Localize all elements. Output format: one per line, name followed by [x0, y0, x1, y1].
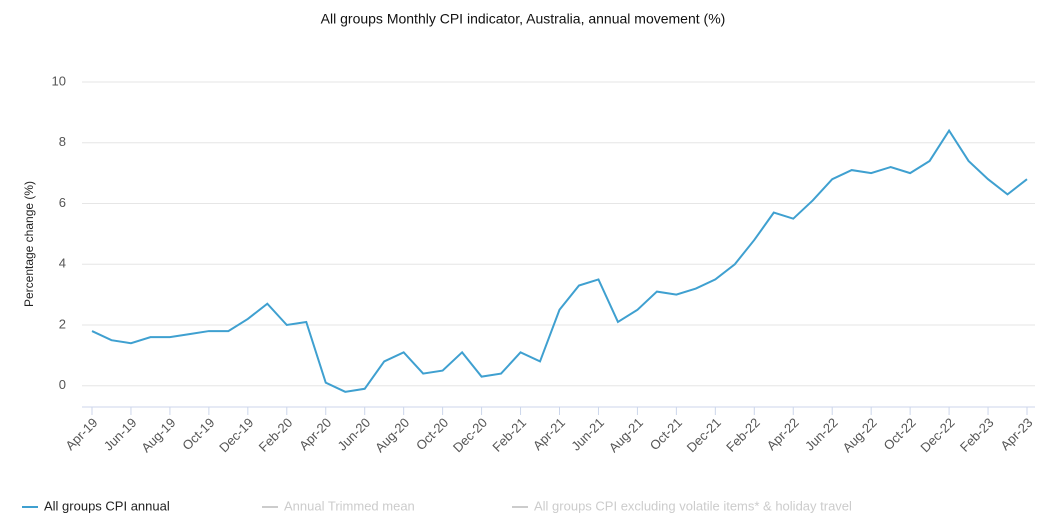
legend-item[interactable]: All groups CPI annual [22, 498, 170, 513]
chart-title: All groups Monthly CPI indicator, Austra… [321, 11, 726, 27]
x-tick-label: Feb-21 [489, 415, 529, 455]
x-tick-label: Dec-19 [216, 415, 256, 455]
y-tick-label: 8 [59, 134, 66, 149]
x-tick-label: Feb-20 [256, 415, 296, 455]
x-tick-label: Jun-19 [101, 415, 140, 454]
x-tick-label: Aug-22 [839, 415, 879, 455]
legend-item[interactable]: Annual Trimmed mean [262, 498, 415, 513]
line-series [91, 128, 1028, 393]
x-tick-label: Oct-20 [413, 415, 451, 453]
legend-label: All groups CPI annual [44, 498, 170, 513]
x-tick-label: Feb-22 [723, 415, 763, 455]
x-tick-label: Apr-20 [296, 415, 334, 453]
x-tick-label: Oct-19 [179, 415, 217, 453]
x-tick-label: Jun-20 [335, 415, 374, 454]
y-tick-label: 6 [59, 195, 66, 210]
y-tick-label: 2 [59, 316, 66, 331]
x-tick-label: Dec-20 [450, 415, 490, 455]
x-tick-label: Jun-21 [568, 415, 607, 454]
x-tick-label: Dec-21 [684, 415, 724, 455]
x-tick-label: Dec-22 [917, 415, 957, 455]
x-tick-label: Oct-21 [647, 415, 685, 453]
x-tick-label: Apr-21 [530, 415, 568, 453]
y-tick-label: 0 [59, 377, 66, 392]
x-tick-label: Apr-22 [764, 415, 802, 453]
y-tick-label: 4 [59, 256, 66, 271]
x-tick-label: Oct-22 [880, 415, 918, 453]
x-tick-label: Aug-20 [372, 415, 412, 455]
y-tick-label: 10 [52, 73, 66, 88]
x-tick-label: Aug-21 [606, 415, 646, 455]
x-tick-label: Jun-22 [802, 415, 841, 454]
x-tick-label: Feb-23 [957, 415, 997, 455]
x-tick-label: Apr-23 [997, 415, 1035, 453]
legend-label: All groups CPI excluding volatile items*… [534, 498, 852, 513]
legend-label: Annual Trimmed mean [284, 498, 415, 513]
legend-item[interactable]: All groups CPI excluding volatile items*… [512, 498, 852, 513]
x-tick-label: Apr-19 [62, 415, 100, 453]
x-tick-label: Aug-19 [138, 415, 178, 455]
y-axis-label: Percentage change (%) [22, 181, 36, 307]
